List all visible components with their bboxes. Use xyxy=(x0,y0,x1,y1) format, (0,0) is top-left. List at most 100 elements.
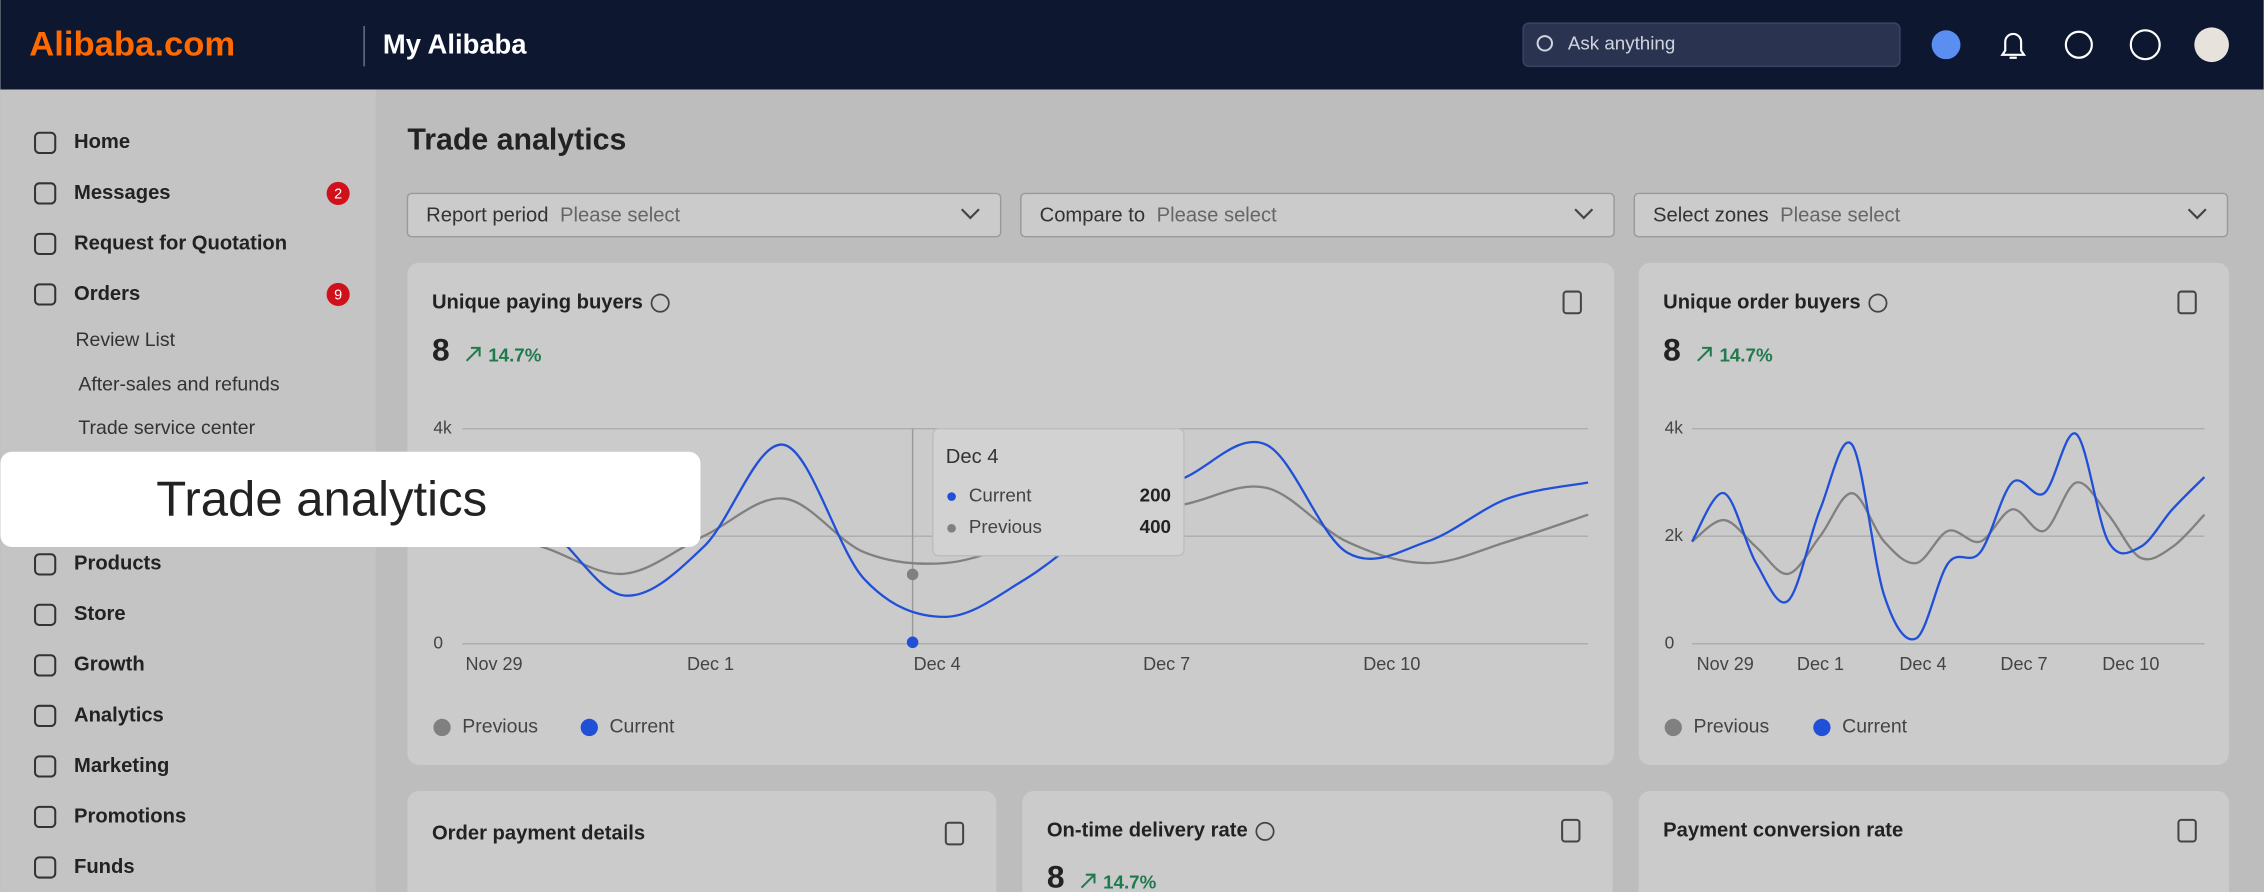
x-tick-label: Dec 1 xyxy=(1797,654,1844,674)
hover-dot xyxy=(906,568,919,581)
avatar[interactable] xyxy=(2194,27,2229,63)
search-icon xyxy=(1536,35,1554,52)
report-icon[interactable] xyxy=(2177,818,2197,843)
nav-icon xyxy=(34,603,57,626)
top-bar xyxy=(0,0,2264,90)
metric-value: 8 xyxy=(1047,858,1065,892)
x-tick-label: Dec 10 xyxy=(1363,654,1420,674)
legend-swatch xyxy=(1664,718,1682,737)
info-icon xyxy=(1868,293,1888,313)
nav-item[interactable]: Marketing xyxy=(74,755,169,777)
page-title: Trade analytics xyxy=(407,123,626,156)
nav-item[interactable]: Analytics xyxy=(74,704,164,726)
report-icon[interactable] xyxy=(1562,290,1582,315)
nav-icon xyxy=(34,131,57,155)
filter-select[interactable] xyxy=(406,192,1002,238)
content: Home Messages 2 Request for Quotation Orders… xyxy=(0,123,2229,892)
filter-text: Report period Please select xyxy=(426,205,680,227)
trend-arrow xyxy=(1697,346,1712,362)
nav-item[interactable]: Orders xyxy=(74,283,140,305)
tooltip-value: 200 xyxy=(1140,484,1171,505)
nav-icon xyxy=(34,283,57,306)
x-tick-label: Dec 4 xyxy=(1899,654,1946,674)
y-tick-label: 0 xyxy=(433,632,443,652)
metric-value: 8 xyxy=(432,332,450,368)
y-tick-label: 0 xyxy=(1665,632,1675,652)
filter-select[interactable] xyxy=(1633,192,2229,238)
report-icon[interactable] xyxy=(1561,818,1581,843)
tooltip-title: Dec 4 xyxy=(946,446,999,468)
legend-swatch xyxy=(433,718,451,737)
highlight-label: Trade analytics xyxy=(156,472,487,526)
tooltip-value: 400 xyxy=(1140,516,1171,537)
bell-icon[interactable] xyxy=(2000,32,2027,59)
card xyxy=(1022,790,1613,892)
series-line xyxy=(1691,481,2206,576)
section-title[interactable]: My Alibaba xyxy=(383,28,527,59)
y-tick-label: 4k xyxy=(1665,417,1684,437)
nav-sub-item[interactable]: After-sales and refunds xyxy=(78,374,280,396)
tooltip-dot xyxy=(947,523,956,533)
ai-icon[interactable] xyxy=(1931,30,1961,60)
metric-change: 14.7% xyxy=(1103,871,1156,892)
legend-label[interactable]: Previous xyxy=(1693,716,1769,738)
nav-item[interactable]: Growth xyxy=(74,654,145,676)
nav-sub-item[interactable]: Review List xyxy=(75,329,175,351)
info-icon xyxy=(650,293,670,313)
nav-icon xyxy=(34,755,57,778)
filter-placeholder: Please select xyxy=(1157,205,1277,227)
nav-icon xyxy=(34,856,57,879)
legend-swatch xyxy=(1813,718,1831,737)
nav-icon xyxy=(34,232,57,256)
metric-value: 8 xyxy=(1663,332,1681,368)
nav-item[interactable]: Home xyxy=(74,131,130,153)
filter-placeholder: Please select xyxy=(1780,205,1900,227)
series-line xyxy=(1691,432,2206,641)
filter-placeholder: Please select xyxy=(560,205,680,227)
card-title: Order payment details xyxy=(432,823,645,845)
nav-item[interactable]: Promotions xyxy=(74,805,186,827)
nav-item[interactable]: Messages xyxy=(74,182,171,204)
y-tick-label: 2k xyxy=(1665,525,1684,545)
nav-item[interactable]: Products xyxy=(74,553,162,575)
nav-icon xyxy=(34,805,57,829)
tooltip-name: Current xyxy=(969,484,1032,505)
report-icon[interactable] xyxy=(2177,290,2197,315)
x-tick-label: Nov 29 xyxy=(465,654,522,674)
nav-icon xyxy=(34,654,57,677)
nav-icon xyxy=(34,704,57,728)
card-title: On-time delivery rate xyxy=(1047,820,1248,842)
legend-label[interactable]: Current xyxy=(1842,716,1908,738)
filter-label: Report period xyxy=(426,205,548,227)
chevron xyxy=(2187,208,2207,220)
support-icon[interactable] xyxy=(2064,30,2093,59)
search-box[interactable] xyxy=(1522,22,1901,68)
badge-count: 2 xyxy=(334,187,342,203)
chevron xyxy=(960,208,980,220)
nav-item[interactable]: Request for Quotation xyxy=(74,232,287,254)
trend-arrow xyxy=(1080,873,1096,889)
card xyxy=(1638,790,2229,892)
x-tick-label: Nov 29 xyxy=(1697,654,1754,674)
legend-label[interactable]: Previous xyxy=(462,716,538,738)
legend-swatch xyxy=(580,718,598,737)
filter-text: Select zones Please select xyxy=(1653,205,1901,227)
series-line xyxy=(462,440,1589,619)
help-icon[interactable] xyxy=(2129,29,2161,61)
nav-sub-item[interactable]: Trade service center xyxy=(78,417,255,439)
tooltip-dot xyxy=(947,492,956,501)
nav-item[interactable]: Store xyxy=(74,603,126,625)
logo[interactable]: Alibaba.com xyxy=(29,25,235,63)
x-tick-label: Dec 4 xyxy=(914,654,961,674)
x-tick-label: Dec 7 xyxy=(1143,654,1190,674)
metric-change: 14.7% xyxy=(1719,344,1772,365)
legend-label[interactable]: Current xyxy=(610,716,676,738)
x-tick-label: Dec 7 xyxy=(2000,654,2047,674)
nav-icon xyxy=(34,182,57,205)
filter-select[interactable] xyxy=(1020,192,1615,238)
report-icon[interactable] xyxy=(944,821,965,846)
card xyxy=(1638,262,2229,765)
nav-icon xyxy=(34,553,57,576)
nav-item[interactable]: Funds xyxy=(74,856,135,878)
